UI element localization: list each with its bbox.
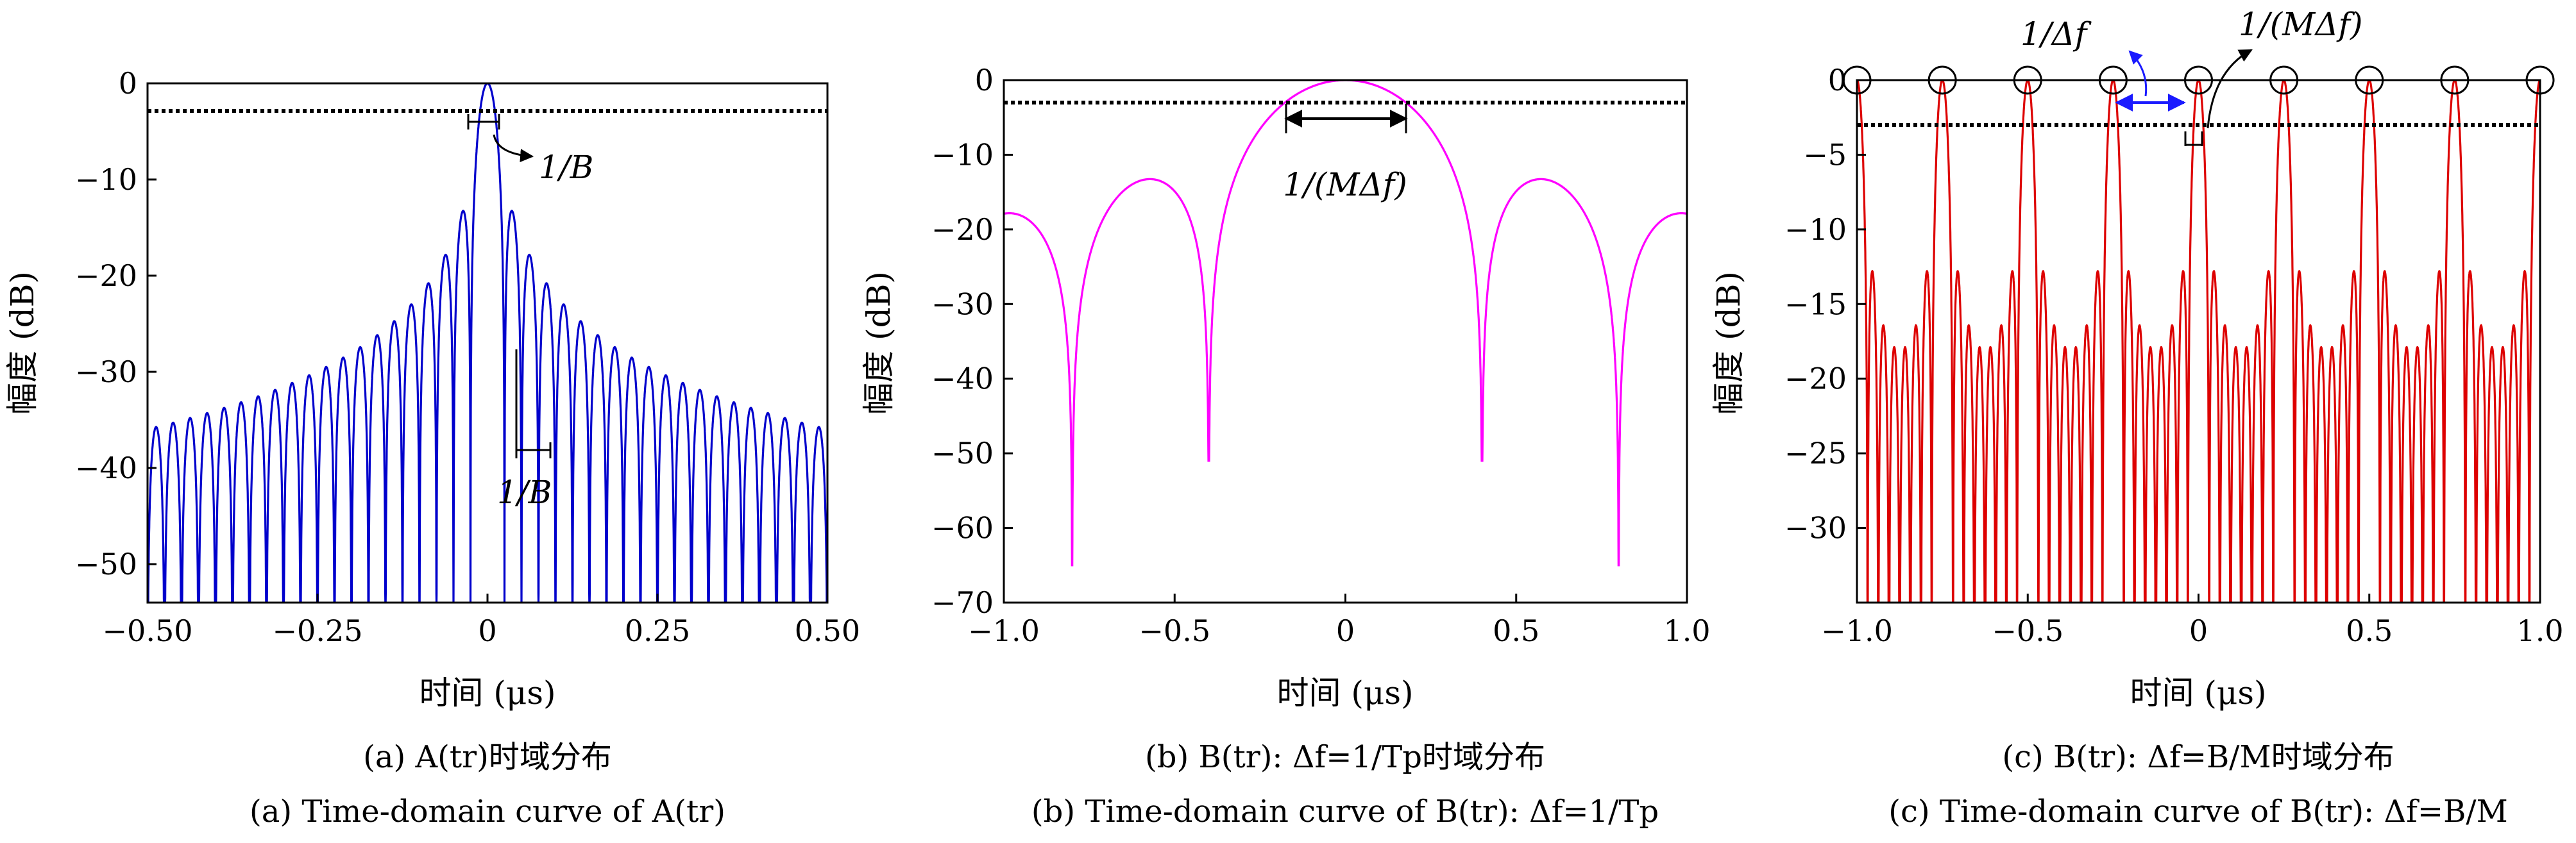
y-axis-label-b: 幅度 (dB) [860,271,897,415]
y-tick-label: −50 [75,547,137,581]
plot-frame-c [1856,79,2541,604]
annotation-c-black: 1/(MΔf) [2239,6,2362,43]
annotation-c-blue: 1/Δf [2021,15,2092,53]
caption-b-en: (b) Time-domain curve of B(tr): Δf=1/Tp [1031,794,1659,830]
x-axis-label-a: 时间 (μs) [419,674,555,712]
y-tick-label: −15 [1784,287,1847,321]
arrow-c-black [2207,49,2253,129]
ticks-b: −1.0 −0.5 0 0.5 1.0 0 −10 −20 −30 −40 −50 −60 −70 [931,63,1711,648]
peak-circle [2184,65,2213,95]
y-tick-label: −60 [931,511,994,546]
series-line-c [1857,80,2540,603]
annotation-b: 1/(MΔf) [1283,166,1407,203]
y-tick-label: −70 [931,585,994,620]
caption-c-cn: (c) B(tr): Δf=B/M时域分布 [2002,739,2394,775]
x-tick-label: 0 [2189,613,2208,648]
series-line-a [148,83,827,603]
x-tick-label: 0.25 [625,613,690,648]
peak-markers-c [1842,65,2555,95]
panel-c: −1.0 −0.5 0 0.5 1.0 0 −5 −10 −15 −20 −25 −30 时间 (μs… [1710,6,2564,712]
y-tick-label: −30 [75,355,137,389]
y-tick-label: −30 [931,287,994,321]
panel-b: −1.0 −0.5 0 0.5 1.0 0 −10 −20 −30 −40 −50 −60 −70 时间… [860,63,1711,712]
y-tick-label: −10 [75,162,137,197]
y-tick-label: −20 [1784,362,1847,396]
y-axis-label-c: 幅度 (dB) [1710,271,1747,415]
peak-circle [2013,65,2042,95]
x-tick-label: 0 [1336,613,1355,648]
x-tick-label: 0.5 [1493,613,1539,648]
peak-circle [2269,65,2299,95]
ticks-c: −1.0 −0.5 0 0.5 1.0 0 −5 −10 −15 −20 −25 −30 [1784,63,2564,648]
peak-circle [2440,65,2470,95]
annotation-a-top: 1/B [539,149,593,186]
y-tick-label: −20 [75,258,137,293]
peak-circle [2098,65,2128,95]
y-tick-label: −40 [931,362,994,396]
ticks-a: −0.50 −0.25 0 0.25 0.50 0 −10 −20 −30 −40 −50 [75,66,860,648]
peak-circle [1928,65,1957,95]
caption-b-cn: (b) B(tr): Δf=1/Tp时域分布 [1145,739,1545,775]
peak-circle [1842,65,1872,95]
y-tick-label: −30 [1784,511,1847,546]
annotation-a-bottom: 1/B [497,474,552,511]
x-tick-label: 0 [478,613,496,648]
series-line-b [1004,80,1687,567]
x-tick-label: 1.0 [2516,613,2563,648]
y-tick-label: −10 [931,137,994,172]
x-tick-label: 0.5 [2346,613,2393,648]
x-axis-label-c: 时间 (μs) [2130,674,2266,712]
y-tick-label: −20 [931,212,994,247]
caption-a-cn: (a) A(tr)时域分布 [363,739,612,775]
plot-frame-b [1003,79,1688,604]
arrow-a-top [493,134,534,163]
x-tick-label: −0.50 [103,613,193,648]
y-tick-label: −50 [931,436,994,471]
y-tick-label: 0 [1828,63,1847,97]
caption-c-en: (c) Time-domain curve of B(tr): Δf=B/M [1888,794,2507,830]
x-axis-label-b: 时间 (μs) [1276,674,1413,712]
y-tick-label: −5 [1803,137,1847,172]
y-tick-label: 0 [975,63,994,97]
panel-a: −0.50 −0.25 0 0.25 0.50 0 −10 −20 −30 −40 −50 时间 (… [4,66,860,712]
y-tick-label: −10 [1784,212,1847,247]
y-tick-label: −25 [1784,436,1847,471]
x-tick-label: 0.50 [795,613,860,648]
y-tick-label: 0 [119,66,137,101]
x-tick-label: 1.0 [1663,613,1710,648]
arrow-c-blue-pointer [2128,50,2148,97]
peak-circle [2525,65,2555,95]
x-tick-label: −0.5 [1139,613,1210,648]
caption-a-en: (a) Time-domain curve of A(tr) [250,794,725,830]
peak-circle [2355,65,2384,95]
y-tick-label: −40 [75,451,137,485]
plot-frame-a [146,82,829,604]
x-tick-label: −0.5 [1992,613,2063,648]
x-tick-label: −1.0 [968,613,1040,648]
y-axis-label-a: 幅度 (dB) [4,271,41,415]
x-tick-label: −0.25 [273,613,363,648]
x-tick-label: −1.0 [1821,613,1893,648]
